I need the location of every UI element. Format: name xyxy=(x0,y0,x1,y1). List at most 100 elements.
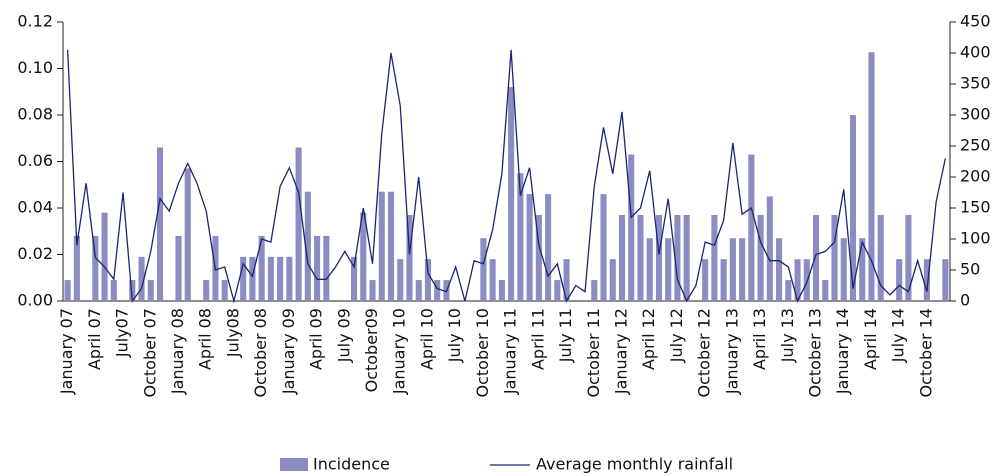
x-tick-label: April 13 xyxy=(750,308,769,370)
bar xyxy=(896,259,903,301)
bar xyxy=(545,194,552,301)
bar xyxy=(138,256,145,301)
bar xyxy=(840,238,847,301)
bar xyxy=(64,280,71,301)
bar xyxy=(674,214,681,301)
bar xyxy=(859,238,866,301)
bar xyxy=(397,259,404,301)
bar xyxy=(923,259,930,301)
bar xyxy=(591,280,598,301)
bar xyxy=(258,235,265,301)
bar xyxy=(554,280,561,301)
bar xyxy=(766,196,773,301)
x-tick-label: January 11 xyxy=(501,308,520,395)
bar xyxy=(637,214,644,301)
bar xyxy=(267,256,274,301)
bar xyxy=(387,191,395,301)
bar xyxy=(812,214,820,301)
x-tick-label: January 08 xyxy=(168,308,187,395)
bar xyxy=(175,235,182,301)
bar xyxy=(184,168,191,301)
y-tick-label: 0.08 xyxy=(17,105,53,124)
bar xyxy=(221,280,228,301)
x-tick-label: January 07 xyxy=(57,308,76,395)
bar xyxy=(350,256,358,301)
y2-tick-label: 400 xyxy=(960,43,991,62)
x-tick-label: October 08 xyxy=(251,308,270,397)
bar xyxy=(489,259,496,301)
bar xyxy=(535,214,542,301)
y2-tick-label: 350 xyxy=(960,74,991,93)
bar xyxy=(415,280,422,301)
x-tick-label: October 10 xyxy=(473,308,492,397)
bar xyxy=(498,280,505,301)
bar xyxy=(304,191,311,301)
bar xyxy=(480,238,487,301)
x-tick-label: July08 xyxy=(223,308,242,358)
x-tick-label: October 11 xyxy=(584,308,603,397)
bar xyxy=(406,214,413,301)
y-tick-label: 0.00 xyxy=(17,291,53,310)
bar xyxy=(286,256,293,301)
x-tick-label: July07 xyxy=(113,308,132,358)
bar xyxy=(628,154,635,301)
bar xyxy=(720,259,727,301)
bar xyxy=(942,259,949,301)
x-tick-label: April 09 xyxy=(307,308,326,370)
bar xyxy=(360,212,367,301)
x-tick-label: October 12 xyxy=(695,308,714,397)
bar xyxy=(277,256,284,301)
bar xyxy=(739,238,746,301)
bar xyxy=(369,280,376,301)
y-tick-label: 0.10 xyxy=(17,58,53,77)
bar xyxy=(101,212,108,301)
x-tick-label: July 12 xyxy=(667,308,686,363)
x-tick-label: October 07 xyxy=(140,308,159,397)
x-tick-label: October09 xyxy=(362,308,381,392)
bar xyxy=(600,194,607,301)
bar xyxy=(803,259,810,301)
bar xyxy=(563,259,570,301)
bar xyxy=(748,154,755,301)
legend-swatch xyxy=(280,458,308,471)
legend-label: Incidence xyxy=(313,455,390,474)
y2-tick-label: 50 xyxy=(960,260,980,279)
x-tick-label: July 13 xyxy=(778,308,797,363)
x-tick-label: April 11 xyxy=(528,308,547,370)
bar xyxy=(323,235,330,301)
bar xyxy=(877,214,884,301)
bar xyxy=(702,259,709,301)
x-tick-label: January 09 xyxy=(279,308,298,395)
bar xyxy=(249,256,256,301)
bar xyxy=(849,115,857,301)
x-tick-label: April 12 xyxy=(639,308,658,370)
bar xyxy=(508,87,515,301)
y2-tick-label: 150 xyxy=(960,198,991,217)
line xyxy=(66,49,947,304)
y-tick-label: 0.04 xyxy=(17,198,53,217)
y-tick-label: 0.02 xyxy=(17,244,53,263)
y2-tick-label: 200 xyxy=(960,167,991,186)
bar xyxy=(776,238,783,301)
bar xyxy=(757,214,764,301)
x-tick-label: July 09 xyxy=(334,308,353,363)
x-tick-label: April 07 xyxy=(85,308,104,370)
bar xyxy=(203,280,210,301)
bar xyxy=(156,147,164,301)
bar xyxy=(822,280,829,301)
x-tick-label: October 14 xyxy=(916,308,935,397)
bar xyxy=(73,235,80,301)
y-tick-label: 0.06 xyxy=(17,151,53,170)
x-tick-label: January 13 xyxy=(722,308,741,395)
bar xyxy=(831,214,838,301)
bar xyxy=(729,238,736,301)
y2-tick-label: 100 xyxy=(960,229,991,248)
bar xyxy=(665,238,672,301)
bar xyxy=(526,194,533,301)
bar xyxy=(240,256,247,301)
x-tick-label: April 10 xyxy=(417,308,436,370)
bar xyxy=(785,280,792,301)
bar xyxy=(618,214,626,301)
bar xyxy=(147,280,154,301)
